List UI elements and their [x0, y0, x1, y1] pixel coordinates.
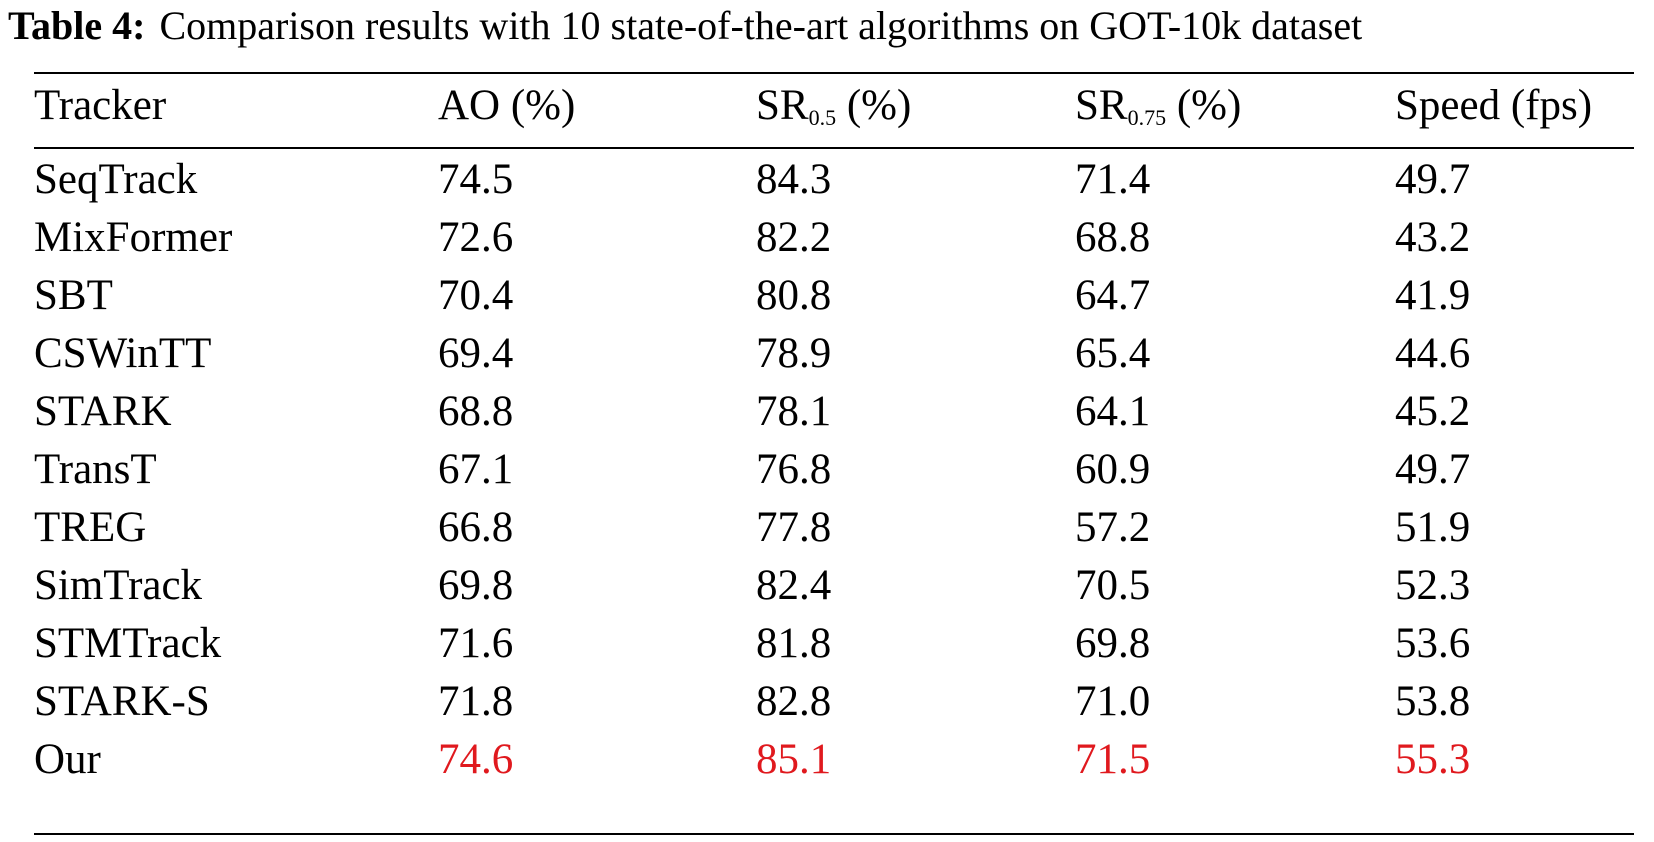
cell-tracker: STARK	[34, 388, 172, 435]
table-header-row: Tracker AO (%) SR0.5 (%) SR0.75 (%) Speed (f…	[0, 75, 1654, 137]
cell-tracker: TREG	[34, 504, 147, 551]
header-unit: (%)	[836, 82, 912, 129]
cell-speed: 44.6	[1395, 330, 1471, 377]
cell-ao: 70.4	[438, 272, 514, 319]
cell-speed: 51.9	[1395, 504, 1471, 551]
cell-ao: 74.6	[438, 736, 514, 783]
cell-sr-075: 70.5	[1075, 562, 1151, 609]
table-row: Our 74.6 85.1 71.5 55.3	[0, 729, 1654, 791]
header-speed: Speed (fps)	[1395, 75, 1592, 137]
cell-tracker: TransT	[34, 446, 157, 493]
table-bottom-rule	[34, 833, 1634, 835]
table-row: STMTrack 71.6 81.8 69.8 53.6	[0, 613, 1654, 675]
cell-speed: 43.2	[1395, 214, 1471, 261]
cell-speed: 49.7	[1395, 446, 1471, 493]
cell-speed: 49.7	[1395, 156, 1471, 203]
cell-speed: 55.3	[1395, 736, 1471, 783]
cell-speed: 52.3	[1395, 562, 1471, 609]
cell-sr-075: 57.2	[1075, 504, 1151, 551]
cell-sr-05: 77.8	[756, 504, 832, 551]
cell-sr-075: 69.8	[1075, 620, 1151, 667]
table-row: TransT 67.1 76.8 60.9 49.7	[0, 439, 1654, 501]
cell-tracker: STARK-S	[34, 678, 210, 725]
cell-sr-05: 82.4	[756, 562, 832, 609]
table-row: SBT 70.4 80.8 64.7 41.9	[0, 265, 1654, 327]
cell-speed: 41.9	[1395, 272, 1471, 319]
header-subscript: 0.75	[1127, 105, 1167, 130]
table-row: STARK-S 71.8 82.8 71.0 53.8	[0, 671, 1654, 733]
cell-sr-075: 71.5	[1075, 736, 1151, 783]
cell-ao: 74.5	[438, 156, 514, 203]
cell-sr-05: 78.9	[756, 330, 832, 377]
cell-ao: 66.8	[438, 504, 514, 551]
cell-sr-075: 60.9	[1075, 446, 1151, 493]
cell-ao: 71.6	[438, 620, 514, 667]
table-row: STARK 68.8 78.1 64.1 45.2	[0, 381, 1654, 443]
table-row: CSWinTT 69.4 78.9 65.4 44.6	[0, 323, 1654, 385]
cell-ao: 68.8	[438, 388, 514, 435]
header-main-text: Tracker	[34, 82, 167, 129]
cell-tracker: SBT	[34, 272, 113, 319]
header-subscript: 0.5	[808, 105, 837, 130]
header-ao: AO (%)	[438, 75, 575, 137]
table-row: SeqTrack 74.5 84.3 71.4 49.7	[0, 149, 1654, 211]
cell-sr-05: 76.8	[756, 446, 832, 493]
header-sr-05: SR0.5 (%)	[756, 75, 911, 137]
cell-ao: 71.8	[438, 678, 514, 725]
table-caption: Table 4: Comparison results with 10 state…	[8, 0, 1362, 52]
header-unit: (%)	[1166, 82, 1242, 129]
cell-sr-075: 71.4	[1075, 156, 1151, 203]
table-row: MixFormer 72.6 82.2 68.8 43.2	[0, 207, 1654, 269]
cell-sr-05: 80.8	[756, 272, 832, 319]
cell-tracker: STMTrack	[34, 620, 222, 667]
cell-sr-075: 68.8	[1075, 214, 1151, 261]
cell-ao: 67.1	[438, 446, 514, 493]
cell-sr-05: 82.2	[756, 214, 832, 261]
cell-tracker: SimTrack	[34, 562, 203, 609]
cell-sr-05: 85.1	[756, 736, 832, 783]
cell-sr-075: 64.7	[1075, 272, 1151, 319]
table-caption-label: Table 4:	[8, 3, 146, 48]
cell-speed: 53.8	[1395, 678, 1471, 725]
table-row: TREG 66.8 77.8 57.2 51.9	[0, 497, 1654, 559]
cell-ao: 72.6	[438, 214, 514, 261]
table-caption-text: Comparison results with 10 state-of-the-…	[159, 3, 1363, 48]
cell-tracker: MixFormer	[34, 214, 233, 261]
cell-tracker: Our	[34, 736, 101, 783]
cell-sr-05: 84.3	[756, 156, 832, 203]
cell-speed: 53.6	[1395, 620, 1471, 667]
header-main-text: SR	[1075, 82, 1128, 129]
table-row: SimTrack 69.8 82.4 70.5 52.3	[0, 555, 1654, 617]
cell-speed: 45.2	[1395, 388, 1471, 435]
cell-sr-05: 82.8	[756, 678, 832, 725]
cell-sr-075: 71.0	[1075, 678, 1151, 725]
header-sr-075: SR0.75 (%)	[1075, 75, 1241, 137]
cell-tracker: SeqTrack	[34, 156, 198, 203]
cell-ao: 69.8	[438, 562, 514, 609]
header-unit: (%)	[500, 82, 576, 129]
cell-sr-05: 78.1	[756, 388, 832, 435]
header-tracker: Tracker	[34, 75, 166, 137]
table-top-rule	[34, 72, 1634, 74]
header-main-text: SR	[756, 82, 809, 129]
header-main-text: AO	[438, 82, 501, 129]
cell-sr-075: 64.1	[1075, 388, 1151, 435]
cell-ao: 69.4	[438, 330, 514, 377]
header-main-text: Speed (fps)	[1395, 82, 1593, 129]
table-header-rule	[34, 147, 1634, 149]
cell-sr-075: 65.4	[1075, 330, 1151, 377]
cell-tracker: CSWinTT	[34, 330, 212, 377]
cell-sr-05: 81.8	[756, 620, 832, 667]
